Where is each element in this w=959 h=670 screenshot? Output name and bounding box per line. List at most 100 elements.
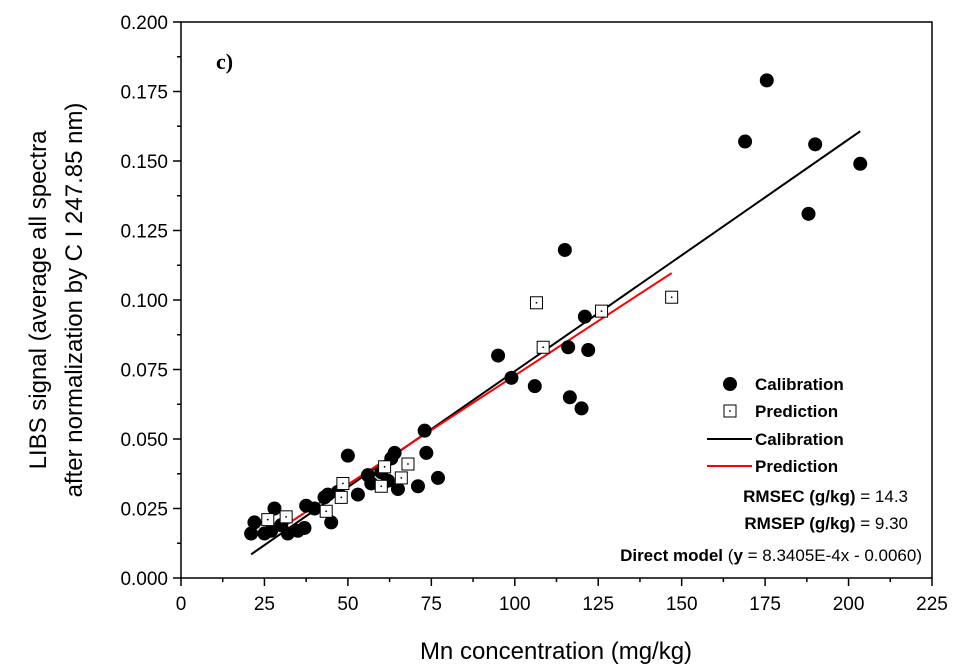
model-y: y — [733, 546, 743, 565]
y-tick-label: 0.150 — [120, 152, 168, 173]
calibration-point — [410, 479, 425, 494]
calibration-point — [801, 206, 816, 221]
prediction-marker-dot — [400, 477, 403, 479]
legend-label-prediction-points: Prediction — [755, 402, 838, 421]
y-axis-title-line-1: LIBS signal (average all spectra — [25, 130, 52, 470]
calibration-point — [808, 137, 823, 152]
prediction-point — [334, 490, 348, 504]
prediction-marker-dot — [383, 465, 386, 468]
legend-marker-square-dot — [729, 410, 731, 412]
legend: Calibration Prediction Calibration Predi… — [707, 375, 844, 476]
prediction-marker-dot — [380, 485, 383, 488]
legend-item-prediction-line: Prediction — [707, 457, 838, 476]
prediction-point — [595, 304, 609, 318]
calibration-point — [491, 348, 506, 363]
x-tick-label: 125 — [582, 594, 614, 615]
calibration-point — [574, 401, 589, 416]
y-tick-label: 0.125 — [120, 222, 168, 243]
prediction-point — [261, 513, 275, 527]
x-tick-label: 150 — [666, 594, 698, 615]
x-tick-label: 75 — [421, 594, 442, 615]
prediction-point — [319, 504, 333, 518]
y-tick-label: 0.025 — [120, 500, 168, 521]
calibration-point — [557, 242, 572, 257]
prediction-point — [336, 476, 350, 490]
calibration-point — [853, 156, 868, 171]
calibration-point — [364, 476, 379, 491]
y-tick-label: 0.050 — [120, 430, 168, 451]
calibration-point — [350, 487, 365, 502]
prediction-point — [394, 471, 408, 485]
legend-label-calibration-line: Calibration — [755, 430, 844, 449]
panel-label: c) — [216, 49, 233, 74]
prediction-point — [401, 457, 415, 471]
model-label: Direct model — [620, 546, 723, 565]
direct-model-annotation: Direct model (y = 8.3405E-4x - 0.0060) — [620, 546, 922, 565]
calibration-point — [417, 423, 432, 438]
x-tick-label: 50 — [337, 594, 358, 615]
y-tick-label: 0.075 — [120, 361, 168, 382]
calibration-point — [387, 445, 402, 460]
calibration-point — [324, 515, 339, 530]
y-axis-tick-labels: 0.000 0.025 0.050 0.075 0.100 0.125 0.150 0.175… — [120, 13, 168, 590]
calibration-point — [561, 340, 576, 355]
calibration-point — [759, 73, 774, 88]
x-axis-ticks — [180, 578, 933, 586]
prediction-point — [378, 460, 392, 474]
y-tick-label: 0.200 — [120, 13, 168, 34]
calibration-point — [390, 482, 405, 497]
calibration-point — [527, 379, 542, 394]
rmsep-annotation: RMSEP (g/kg) = 9.30 — [744, 514, 908, 533]
y-axis-title-line-2: after normalization by C I 247.85 nm) — [61, 103, 88, 498]
legend-label-calibration-points: Calibration — [755, 375, 844, 394]
legend-marker-filled-circle — [723, 377, 737, 391]
prediction-marker-dot — [340, 496, 343, 499]
prediction-point — [279, 510, 293, 524]
x-tick-label: 200 — [833, 594, 865, 615]
prediction-marker-dot — [325, 510, 328, 513]
calibration-point — [244, 526, 259, 541]
calibration-point — [562, 390, 577, 405]
calibration-point — [340, 448, 355, 463]
rmsec-annotation: RMSEC (g/kg) = 14.3 — [743, 487, 908, 506]
x-tick-label: 175 — [749, 594, 781, 615]
calibration-point — [267, 501, 282, 516]
calibration-point — [431, 470, 446, 485]
rmsec-label: RMSEC (g/kg) — [743, 487, 855, 506]
legend-label-prediction-line: Prediction — [755, 457, 838, 476]
calibration-point — [738, 134, 753, 149]
x-tick-label: 25 — [254, 594, 275, 615]
x-tick-label: 225 — [916, 594, 948, 615]
prediction-marker-dot — [341, 482, 344, 485]
y-tick-label: 0.175 — [120, 83, 168, 104]
calibration-point — [577, 309, 592, 324]
x-tick-label: 0 — [176, 594, 187, 615]
prediction-point — [374, 479, 388, 493]
calibration-point — [247, 515, 262, 530]
prediction-point — [665, 290, 679, 304]
legend-item-calibration-line: Calibration — [707, 430, 844, 449]
data-points — [244, 73, 868, 541]
y-tick-label: 0.100 — [120, 291, 168, 312]
prediction-marker-dot — [670, 296, 673, 299]
calibration-point — [419, 445, 434, 460]
rmsep-label: RMSEP (g/kg) — [744, 514, 855, 533]
prediction-marker-dot — [600, 310, 603, 313]
prediction-marker-dot — [535, 301, 538, 304]
rmsec-value: = 14.3 — [856, 487, 908, 506]
prediction-marker-dot — [407, 463, 409, 465]
rmsep-value: = 9.30 — [856, 514, 908, 533]
prediction-point — [529, 296, 543, 310]
calibration-fit-line — [250, 130, 861, 556]
prediction-marker-dot — [542, 346, 545, 349]
calibration-point — [307, 501, 322, 516]
y-tick-label: 0.000 — [120, 569, 168, 590]
x-axis-title: Mn concentration (mg/kg) — [420, 638, 692, 665]
model-equation: = 8.3405E-4x - 0.0060) — [743, 546, 922, 565]
legend-item-calibration-points: Calibration — [723, 375, 844, 394]
prediction-point — [536, 340, 550, 354]
legend-item-prediction-points: Prediction — [723, 402, 838, 421]
y-axis-ticks — [173, 21, 181, 579]
prediction-marker-dot — [285, 515, 288, 518]
